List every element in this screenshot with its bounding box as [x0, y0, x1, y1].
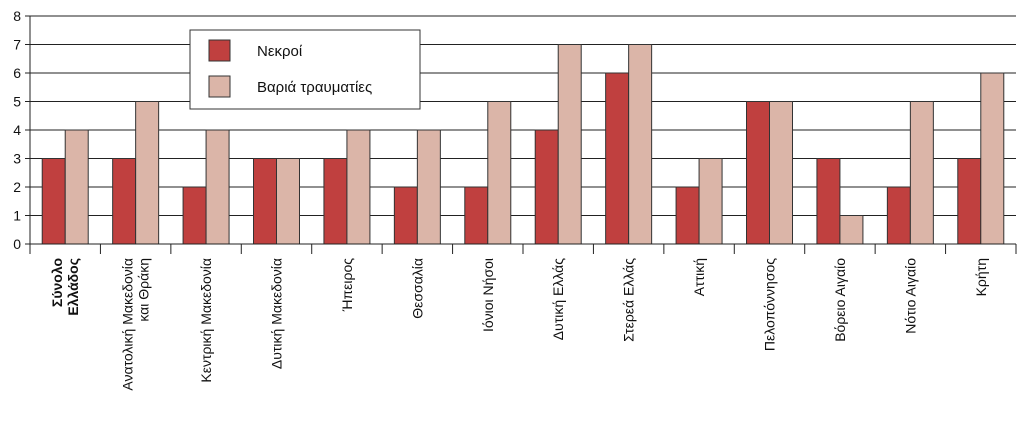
y-tick-label: 1 [13, 208, 21, 224]
x-category-label-line: Ιόνιοι Νήσοι [480, 258, 496, 332]
x-category-label: Θεσσαλία [409, 258, 425, 319]
x-category-label: Στερεά Ελλάς [621, 258, 637, 342]
x-category-label-line: Κεντρική Μακεδονία [198, 258, 214, 383]
axes [29, 16, 1017, 254]
bar-deaths [323, 158, 348, 245]
bar-serious-injuries [909, 101, 934, 245]
bar-deaths [675, 186, 700, 245]
x-category-label-line: Νότιο Αιγαίο [902, 258, 918, 334]
bar-deaths [816, 158, 841, 245]
bars [41, 44, 1005, 245]
bar-serious-injuries [64, 129, 89, 245]
x-category-label-line: Δυτική Ελλάς [550, 258, 566, 341]
bar-serious-injuries [839, 215, 864, 245]
legend-label-deaths: Νεκροί [257, 43, 303, 60]
bar-deaths [393, 186, 418, 245]
bar-serious-injuries [205, 129, 230, 245]
x-category-label: Αττική [691, 258, 707, 296]
x-category-label-line: Δυτική Μακεδονία [269, 258, 285, 369]
x-category-label: Κεντρική Μακεδονία [198, 258, 214, 383]
legend-label-serious-injuries: Βαριά τραυματίες [257, 79, 372, 96]
bar-deaths [464, 186, 489, 245]
bar-deaths [41, 158, 66, 245]
x-category-label-line: Ανατολική Μακεδονία [120, 258, 136, 391]
x-category-label-line: Θεσσαλία [409, 258, 425, 319]
bar-deaths [182, 186, 207, 245]
bar-serious-injuries [346, 129, 371, 245]
x-category-label: Βόρειο Αιγαίο [832, 258, 848, 342]
y-tick-label: 8 [13, 8, 21, 24]
y-tick-label: 3 [13, 151, 21, 167]
x-category-label-line: Βόρειο Αιγαίο [832, 258, 848, 342]
legend: Νεκροί Βαριά τραυματίες [189, 29, 421, 110]
bar-serious-injuries [980, 72, 1005, 245]
x-axis-labels: Σύνολο Ελλάδος Ανατολική Μακεδονία και Θράκ… [49, 258, 989, 391]
x-category-label: Σύνολο Ελλάδος [49, 258, 81, 316]
x-category-label: Ιόνιοι Νήσοι [480, 258, 496, 332]
bar-serious-injuries [557, 44, 582, 245]
x-category-label-line: Κρήτη [973, 258, 989, 296]
x-category-label-line: Ήπειρος [339, 258, 355, 312]
bar-serious-injuries [276, 158, 300, 245]
x-category-label-line: Αττική [691, 258, 707, 296]
bar-deaths [253, 158, 277, 245]
y-tick-label: 0 [13, 236, 21, 252]
bar-serious-injuries [698, 158, 723, 245]
x-category-label-line: και Θράκη [136, 258, 152, 322]
y-tick-label: 5 [13, 94, 21, 110]
legend-swatch-deaths [208, 39, 231, 62]
bar-serious-injuries [628, 44, 653, 245]
x-category-label: Δυτική Ελλάς [550, 258, 566, 341]
x-category-label: Κρήτη [973, 258, 989, 296]
bar-deaths [746, 101, 770, 245]
y-tick-label: 7 [13, 37, 21, 53]
y-tick-label: 2 [13, 179, 21, 195]
x-category-label: Ανατολική Μακεδονία και Θράκη [120, 258, 152, 391]
x-category-label-line: Στερεά Ελλάς [621, 258, 637, 342]
bar-serious-injuries [487, 101, 512, 245]
bar-serious-injuries [416, 129, 441, 245]
bar-deaths [605, 72, 630, 245]
y-axis-ticks: 0 1 2 3 4 5 6 7 8 [13, 8, 30, 252]
x-category-label: Ήπειρος [339, 258, 355, 312]
x-category-label: Νότιο Αιγαίο [902, 258, 918, 334]
x-category-label: Πελοπόννησος [762, 258, 778, 351]
x-category-label: Δυτική Μακεδονία [269, 258, 285, 369]
bar-deaths [957, 158, 982, 245]
bar-deaths [112, 158, 137, 245]
x-category-label-line: Σύνολο [49, 258, 65, 307]
bar-deaths [886, 186, 911, 245]
x-category-label-line: Πελοπόννησος [762, 258, 778, 351]
y-tick-label: 6 [13, 65, 21, 81]
y-tick-label: 4 [13, 122, 21, 138]
gridlines [30, 15, 1016, 216]
bar-deaths [534, 129, 559, 245]
bar-serious-injuries [135, 101, 160, 245]
bar-serious-injuries [769, 101, 793, 245]
x-category-label-line: Ελλάδος [65, 258, 81, 316]
legend-swatch-serious-injuries [208, 75, 231, 98]
